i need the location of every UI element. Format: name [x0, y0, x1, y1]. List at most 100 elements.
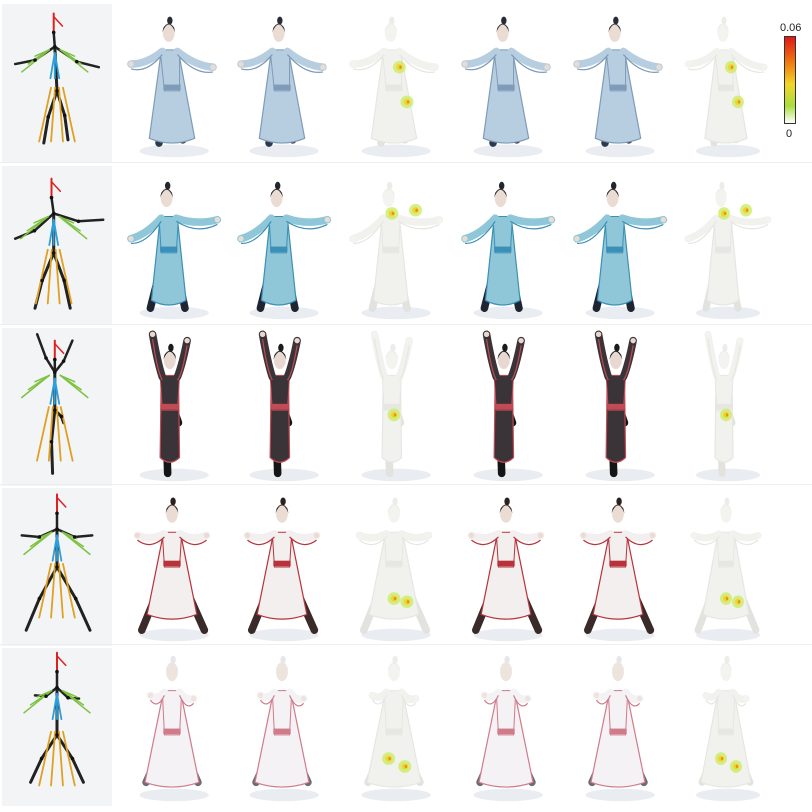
skeleton-sleeve-bone: [19, 215, 49, 240]
right-sleeve-trim: [625, 536, 653, 546]
left-sleeve-hand: [259, 331, 266, 338]
right-sleeve-trim: [401, 536, 429, 546]
hair-bun: [170, 655, 176, 664]
head: [273, 350, 286, 370]
torso: [716, 690, 736, 736]
left-sleeve-trim: [595, 695, 611, 705]
left-sleeve-hand: [483, 331, 490, 338]
render-tile: [473, 330, 543, 482]
belt: [494, 246, 512, 253]
left-sleeve-trim: [352, 54, 385, 71]
robe: [592, 533, 644, 620]
render-tile: [467, 497, 545, 642]
skeleton-joint: [51, 30, 56, 35]
hair-bun: [502, 343, 508, 352]
right-sleeve-hand: [210, 64, 216, 70]
left-sleeve-trim: [485, 338, 497, 381]
skeleton-sleeve-bone: [23, 689, 53, 714]
skeleton-joint: [44, 356, 48, 360]
skeleton-left-upper-arm: [33, 212, 55, 233]
render-tile: [237, 181, 332, 320]
skeleton-sleeve-bone: [58, 215, 88, 240]
torso: [493, 49, 515, 92]
ground-shadow: [473, 144, 543, 158]
error-heat-spot: [398, 760, 412, 773]
left-sleeve-trim: [130, 220, 162, 245]
hair: [494, 188, 508, 198]
torso: [271, 531, 293, 568]
hair: [497, 350, 511, 360]
right-sleeve: [172, 214, 222, 226]
hair: [163, 350, 177, 360]
right-sleeve-hand: [761, 64, 767, 70]
right-sleeve-trim: [398, 54, 436, 73]
right-sleeve-hand: [412, 695, 419, 702]
hair-bun: [168, 343, 174, 352]
skeleton-hair-bone: [52, 15, 64, 27]
left-sleeve-hand: [147, 692, 154, 699]
right-sleeve-hand: [436, 217, 443, 223]
skeleton-right-forearm: [75, 60, 101, 69]
hair: [717, 23, 729, 33]
right-sleeve-trim: [397, 220, 440, 230]
skeleton-joint: [33, 58, 37, 62]
skeleton-joint: [62, 278, 66, 283]
hair: [609, 350, 623, 360]
hair-bun: [724, 497, 730, 506]
left-sleeve-hand: [462, 61, 468, 67]
render-tile: [579, 497, 657, 642]
hair-bun: [164, 181, 171, 190]
hair: [718, 350, 730, 360]
skeleton-left-thigh: [50, 408, 57, 444]
hair-bun: [722, 343, 728, 352]
hair: [385, 350, 399, 360]
skeleton-joint: [49, 439, 54, 444]
skeleton-skirt-bone: [34, 248, 49, 305]
skeleton-chest-bone: [52, 218, 59, 246]
skeleton-skirt-bone: [46, 248, 53, 305]
right-sleeve: [726, 214, 772, 226]
skeleton-right-shin: [62, 279, 72, 310]
robe: [254, 691, 310, 788]
ground-shadow: [361, 788, 431, 802]
right-sleeve-trim: [176, 345, 188, 381]
left-sleeve: [258, 330, 277, 381]
torso: [381, 49, 403, 92]
skeleton-chest-bone: [53, 377, 61, 405]
right-sleeve-trim: [286, 54, 324, 73]
error-heat-spot: [720, 408, 732, 422]
ground-shadow: [696, 468, 760, 482]
skeleton-skirt-bone: [55, 406, 62, 462]
hair: [162, 23, 176, 33]
right-sleeve: [283, 47, 327, 71]
hair-bun: [280, 655, 286, 664]
left-sleeve-hand: [238, 61, 244, 67]
error-heat-spot: [732, 95, 744, 109]
ground-shadow: [361, 144, 431, 158]
error-map-tile: [690, 497, 762, 642]
render-tile: [585, 330, 655, 482]
left-sleeve-trim: [705, 695, 720, 705]
left-sleeve-trim: [597, 338, 609, 381]
left-sleeve: [349, 47, 389, 68]
head: [388, 503, 400, 523]
skeleton-joint: [75, 59, 79, 64]
right-sleeve-trim: [622, 54, 660, 73]
head: [496, 22, 509, 42]
left-sleeve-trim: [464, 54, 497, 71]
robe: [258, 50, 306, 144]
head: [276, 662, 288, 682]
left-sleeve-hand: [593, 692, 600, 699]
robe: [370, 50, 418, 144]
belt: [385, 728, 403, 735]
right-sleeve-trim: [285, 220, 328, 230]
right-sleeve-trim: [729, 220, 769, 230]
right-sleeve-hand: [649, 532, 656, 539]
right-sleeve: [395, 336, 413, 381]
skeleton-left-shin: [29, 757, 44, 784]
hair: [720, 663, 732, 672]
error-heat-spot: [385, 207, 399, 220]
left-sleeve-hand: [149, 331, 156, 338]
hair-bun: [278, 343, 284, 352]
right-sleeve-trim: [622, 345, 634, 381]
